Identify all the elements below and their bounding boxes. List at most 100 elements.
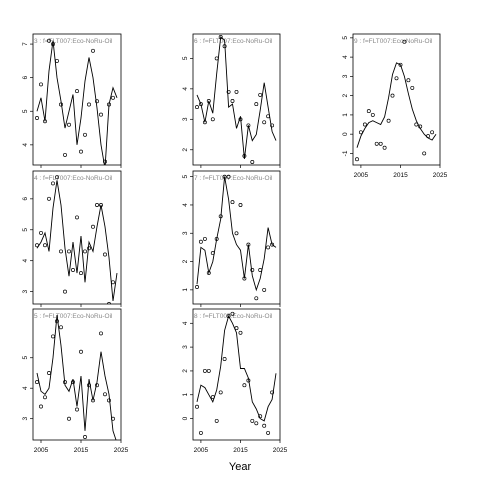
panel-5-point-8	[67, 416, 71, 421]
panel-8-frame	[192, 308, 281, 441]
panel-9-point-4	[370, 112, 375, 117]
panel-3-point-11	[79, 149, 83, 154]
panel-9-xtick-label-0: 2005	[354, 172, 369, 179]
panel-3-frame	[32, 33, 122, 166]
panel-3-point-1	[39, 82, 43, 87]
panel-8-point-11	[238, 330, 243, 335]
panel-3-point-12	[83, 132, 87, 137]
panel-6-point-15	[254, 102, 259, 107]
panel-3-point-7	[63, 152, 67, 157]
panel-5-point-18	[107, 398, 111, 403]
panel-8-xtick-label-1: 2015	[233, 447, 248, 454]
panel-9-data	[355, 39, 437, 162]
panel-5-point-12	[83, 435, 87, 439]
panel-7-point-18	[266, 245, 271, 250]
panel-9-ytick-label-4: 3	[342, 74, 349, 78]
panel-9-point-13	[406, 78, 411, 83]
panel-9-ytick-label-2: 1	[342, 113, 349, 117]
panel-4-point-0	[35, 243, 39, 248]
panel-3-point-0	[35, 116, 39, 120]
panel-7-point-2	[202, 236, 207, 241]
panel-3-ytick-label-1: 5	[22, 109, 29, 113]
panel-8-point-2	[202, 368, 207, 373]
panel-8-point-14	[250, 418, 255, 423]
panel-9-point-3	[366, 109, 371, 114]
panel-4-point-3	[47, 196, 51, 201]
panel-5-frame	[32, 308, 122, 441]
panel-6-point-18	[266, 114, 271, 119]
panel-4-point-8	[67, 249, 71, 254]
panel-4-point-7	[63, 289, 67, 294]
panel-3-point-19	[111, 95, 115, 100]
panel-6-point-3	[206, 99, 211, 103]
panel-4-point-5	[55, 175, 59, 180]
panel-6-point-12	[242, 153, 247, 158]
panel-8-point-8	[226, 314, 231, 319]
panel-3-point-14	[91, 48, 95, 53]
panel-7-point-14	[250, 268, 255, 272]
panel-8-xtick-label-2: 2025	[273, 447, 288, 454]
panel-4-point-2	[43, 243, 47, 248]
panel-5-point-2	[43, 395, 47, 400]
panel-4-point-14	[91, 224, 95, 229]
panel-9: 9 : f=FLT007:Eco-NoRu-Oil -1 0 1 2 3 4 5 2005 201…	[342, 33, 448, 179]
panel-8-point-15	[254, 421, 259, 426]
panel-6-point-13	[246, 123, 251, 128]
panel-7-ytick-label-0: 1	[182, 288, 189, 292]
panel-8-ytick-label-0: 0	[182, 416, 189, 420]
panel-4-fitted-line	[36, 180, 118, 301]
panel-6-point-14	[250, 160, 255, 164]
panel-7-data	[195, 174, 277, 301]
panel-5: 5 : f=FLT007:Eco-NoRu-Oil 3 4 5 2005 2015 2025	[22, 308, 129, 454]
panel-5-point-4	[51, 334, 55, 339]
panel-4-title: 4 : f=FLT007:Eco-NoRu-Oil	[34, 175, 113, 182]
panel-3-ytick-label-0: 4	[22, 143, 29, 147]
panel-6-frame	[192, 33, 281, 166]
panel-6-point-2	[202, 120, 207, 125]
panel-9-fitted-line	[356, 62, 437, 148]
panel-7-point-9	[230, 200, 235, 205]
panel-4-point-13	[87, 246, 91, 251]
panel-6-ytick-label-2: 4	[182, 87, 189, 91]
panel-9-point-9	[390, 93, 395, 98]
panel-6-ytick-label-0: 2	[182, 148, 189, 152]
panel-3-point-16	[99, 112, 103, 117]
panel-5-xtick-label-2: 2025	[114, 447, 129, 454]
panel-9-title: 9 : f=FLT007:Eco-NoRu-Oil	[354, 38, 433, 45]
panel-4-point-6	[59, 249, 63, 254]
figure-x-axis-label: Year	[229, 461, 252, 473]
panel-8-point-12	[242, 383, 247, 388]
panel-5-point-16	[99, 331, 103, 336]
panel-9-ytick-label-1: 0	[342, 132, 349, 136]
panel-4-point-10	[75, 215, 79, 220]
panel-5-point-10	[75, 407, 79, 412]
panel-5-xtick-label-0: 2005	[34, 447, 49, 454]
panel-9-xtick-label-1: 2015	[393, 172, 408, 179]
panel-7-point-4	[210, 251, 215, 256]
panel-9-point-17	[422, 151, 427, 156]
panel-7-ytick-label-2: 3	[182, 231, 189, 235]
panel-3-ytick-label-3: 7	[22, 42, 29, 46]
panel-6-data	[195, 35, 277, 164]
panel-4-point-18	[107, 302, 111, 304]
panel-6-point-5	[214, 56, 219, 61]
panel-7-title: 7 : f=FLT007:Eco-NoRu-Oil	[194, 175, 273, 182]
panel-3-point-17	[103, 159, 107, 164]
panel-9-point-5	[374, 141, 379, 146]
panel-3-point-2	[43, 119, 47, 124]
panel-8-point-4	[210, 395, 215, 400]
panel-9-frame	[352, 33, 441, 166]
panel-4-ytick-label-2: 5	[22, 228, 29, 232]
panel-8-data	[195, 311, 277, 435]
panel-7-point-6	[218, 214, 223, 219]
panel-8-xtick-label-0: 2005	[194, 447, 209, 454]
panel-9-ytick-label-5: 4	[342, 55, 349, 59]
panel-7-point-17	[262, 287, 267, 292]
panel-4-point-16	[99, 203, 103, 207]
panel-5-point-19	[111, 416, 115, 421]
panel-4-point-19	[111, 280, 115, 285]
panel-8-point-1	[198, 430, 203, 435]
panel-8-fitted-line	[196, 314, 277, 422]
panel-6-fitted-line	[196, 36, 277, 159]
panel-7-point-16	[258, 268, 263, 272]
